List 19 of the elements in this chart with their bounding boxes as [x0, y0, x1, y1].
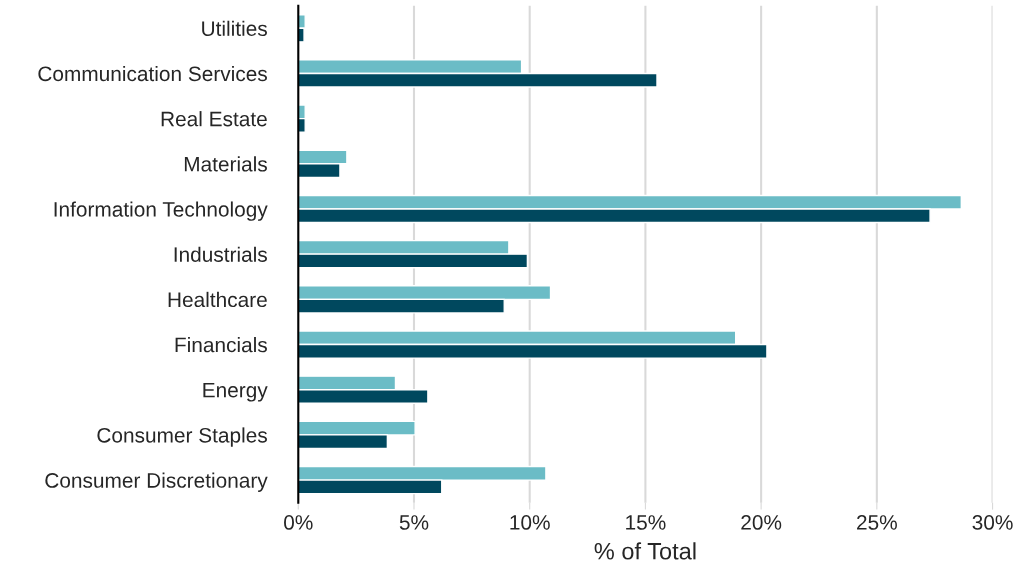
- x-tick-label: 25%: [857, 515, 897, 530]
- y-tick-label: Consumer Discretionary: [45, 472, 268, 492]
- y-tick-label: Real Estate: [161, 111, 267, 127]
- x-tick-label: 30%: [972, 515, 1013, 530]
- x-tick-label: 15%: [626, 515, 666, 530]
- y-tick-label: Healthcare: [168, 291, 267, 308]
- y-tick-label: Energy: [203, 382, 268, 402]
- y-tick-label: Information Technology: [54, 201, 268, 221]
- y-tick-label: Communication Services: [38, 65, 267, 82]
- y-tick-label: Financials: [175, 336, 267, 353]
- y-tick-label: Materials: [184, 156, 267, 172]
- y-tick-label: Industrials: [174, 246, 267, 262]
- x-tick-label: 20%: [741, 515, 782, 530]
- x-tick-label: 10%: [510, 515, 550, 530]
- x-tick-label: 0%: [284, 515, 313, 530]
- y-tick-label: Consumer Staples: [97, 427, 267, 447]
- x-axis-title: % of Total: [594, 542, 696, 560]
- x-tick-label: 5%: [399, 515, 429, 530]
- y-tick-label: Utilities: [202, 20, 267, 37]
